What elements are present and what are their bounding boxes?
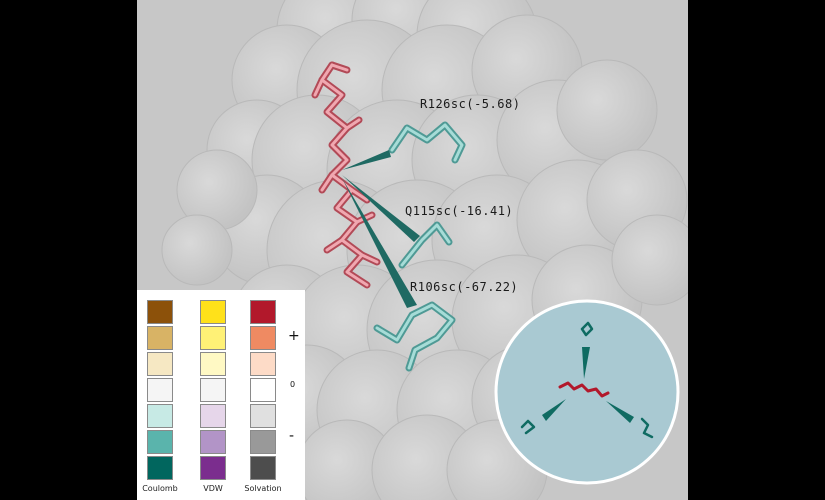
swatch-solvation-6 xyxy=(250,456,276,480)
arrow-r126 xyxy=(342,150,391,170)
residue-label-r106: R106sc(-67.22) xyxy=(410,280,519,294)
solvation-scale xyxy=(250,300,276,482)
solvation-label: Solvation xyxy=(244,484,282,493)
swatch-vdw-5 xyxy=(200,430,226,454)
swatch-solvation-5 xyxy=(250,430,276,454)
vdw-label: VDW xyxy=(203,484,223,493)
interaction-overview-inset xyxy=(494,299,680,485)
swatch-coulomb-3 xyxy=(147,378,173,402)
positive-sign: + xyxy=(288,328,300,344)
surface-blob xyxy=(556,59,658,161)
swatch-coulomb-2 xyxy=(147,352,173,376)
inset-ligand xyxy=(558,381,610,398)
swatch-solvation-1 xyxy=(250,326,276,350)
residue-r126-sticks xyxy=(388,121,466,164)
swatch-coulomb-0 xyxy=(147,300,173,324)
vdw-scale xyxy=(200,300,226,482)
energy-color-legend: Coulomb VDW Solvation + 0 - xyxy=(137,290,305,500)
negative-sign: - xyxy=(289,428,295,444)
swatch-coulomb-5 xyxy=(147,430,173,454)
arrow-q115 xyxy=(342,175,420,242)
interaction-arrows xyxy=(342,150,420,308)
swatch-vdw-1 xyxy=(200,326,226,350)
swatch-vdw-0 xyxy=(200,300,226,324)
swatch-solvation-3 xyxy=(250,378,276,402)
swatch-coulomb-4 xyxy=(147,404,173,428)
residue-label-q115: Q115sc(-16.41) xyxy=(405,204,514,218)
residue-r106-sticks xyxy=(373,301,456,372)
coulomb-scale xyxy=(147,300,173,482)
swatch-vdw-3 xyxy=(200,378,226,402)
residue-q115-sticks xyxy=(398,221,453,269)
zero-sign: 0 xyxy=(290,380,296,389)
coulomb-label: Coulomb xyxy=(142,484,178,493)
surface-blob xyxy=(611,214,688,306)
inset-residues xyxy=(520,321,654,439)
ligand-molecule xyxy=(311,61,381,289)
swatch-solvation-0 xyxy=(250,300,276,324)
residue-label-r126: R126sc(-5.68) xyxy=(420,97,521,111)
swatch-solvation-2 xyxy=(250,352,276,376)
swatch-coulomb-6 xyxy=(147,456,173,480)
swatch-vdw-6 xyxy=(200,456,226,480)
arrow-r106 xyxy=(342,178,417,308)
surface-blob xyxy=(161,214,233,286)
swatch-coulomb-1 xyxy=(147,326,173,350)
swatch-vdw-4 xyxy=(200,404,226,428)
inset-arrows xyxy=(542,347,634,423)
swatch-vdw-2 xyxy=(200,352,226,376)
swatch-solvation-4 xyxy=(250,404,276,428)
